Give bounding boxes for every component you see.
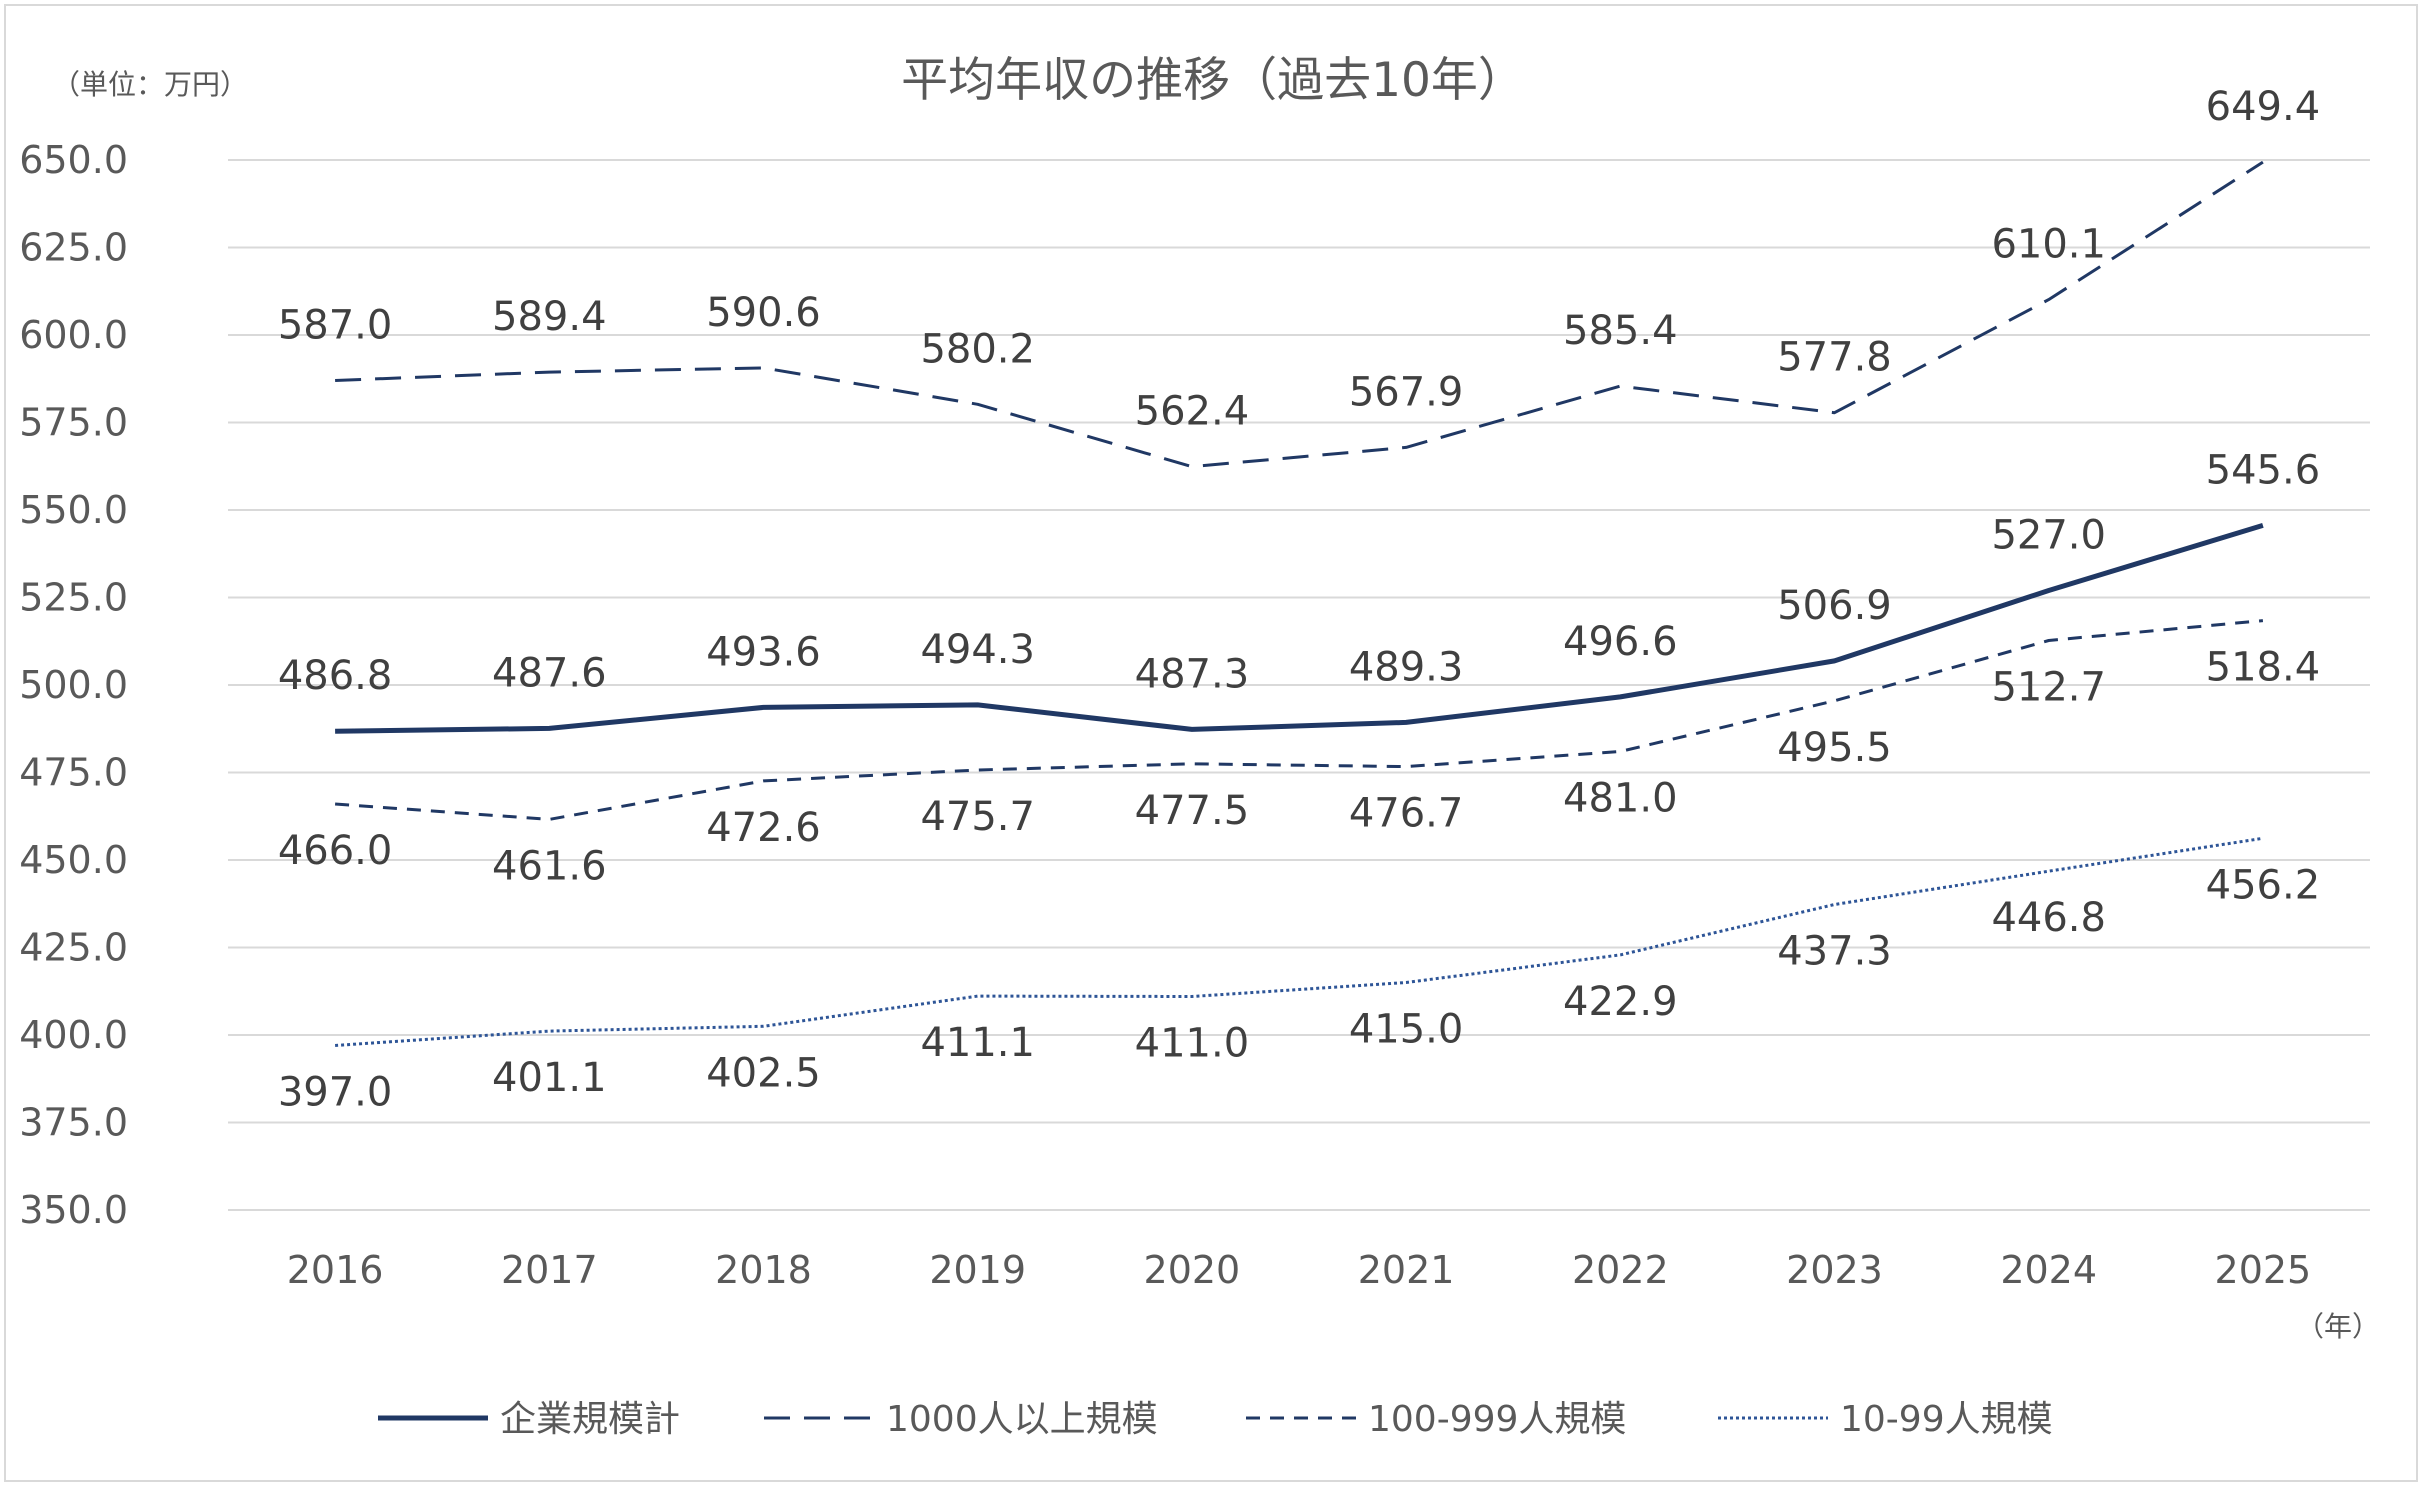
- data-label: 590.6: [706, 290, 821, 336]
- y-tick-label: 375.0: [19, 1101, 128, 1145]
- data-label: 649.4: [2206, 84, 2321, 130]
- legend-label-1: 企業規模計: [500, 1399, 680, 1440]
- y-tick-label: 475.0: [19, 751, 128, 795]
- data-label: 446.8: [1991, 895, 2106, 941]
- series-lines: [334, 160, 2264, 1047]
- x-tick-label: 2021: [1358, 1248, 1455, 1292]
- data-label: 610.1: [1991, 222, 2106, 268]
- y-tick-label: 425.0: [19, 926, 128, 970]
- data-label: 580.2: [920, 326, 1035, 372]
- data-label: 475.7: [920, 794, 1035, 840]
- data-label: 466.0: [278, 828, 393, 874]
- y-tick-label: 350.0: [19, 1188, 128, 1232]
- series-line-1: [335, 523, 2264, 734]
- data-label: 401.1: [492, 1055, 607, 1101]
- x-tick-label: 2017: [501, 1248, 598, 1292]
- data-label: 487.6: [492, 650, 607, 696]
- x-tick-label: 2023: [1786, 1248, 1883, 1292]
- data-label: 486.8: [278, 653, 393, 699]
- data-label: 496.6: [1563, 619, 1678, 665]
- data-label: 397.0: [278, 1070, 393, 1116]
- data-label: 587.0: [278, 303, 393, 349]
- chart-frame: [4, 4, 2418, 1482]
- x-tick-label: 2025: [2215, 1248, 2312, 1292]
- data-label: 477.5: [1135, 788, 1250, 834]
- x-tick-label: 2016: [287, 1248, 384, 1292]
- data-label: 577.8: [1777, 335, 1892, 381]
- chart-title: 平均年収の推移（過去10年）: [901, 53, 1525, 108]
- data-label: 476.7: [1349, 791, 1464, 837]
- legend: 企業規模計 1000人以上規模 100-999人規模 10-99人規模: [378, 1399, 2053, 1440]
- data-label: 481.0: [1563, 776, 1678, 822]
- y-axis-ticks: 350.0 375.0 400.0 425.0 450.0 475.0 500.0 525.0…: [19, 138, 128, 1232]
- legend-label-3: 100-999人規模: [1368, 1399, 1626, 1440]
- data-label: 472.6: [706, 805, 821, 851]
- data-label: 567.9: [1349, 369, 1464, 415]
- data-label: 506.9: [1777, 583, 1892, 629]
- y-tick-label: 650.0: [19, 138, 128, 182]
- data-label: 461.6: [492, 843, 607, 889]
- data-label: 527.0: [1991, 513, 2106, 559]
- series-line-4: [334, 836, 2264, 1047]
- data-label: 545.6: [2206, 447, 2321, 493]
- data-label: 489.3: [1349, 644, 1464, 690]
- y-unit-label: （単位：万円）: [52, 68, 248, 101]
- y-tick-label: 550.0: [19, 488, 128, 532]
- data-label: 422.9: [1563, 979, 1678, 1025]
- gridlines: [228, 159, 2370, 1211]
- data-label: 487.3: [1135, 651, 1250, 697]
- data-label: 456.2: [2206, 862, 2321, 908]
- data-label: 562.4: [1135, 389, 1250, 435]
- series-line-3: [334, 619, 2264, 821]
- data-label: 402.5: [706, 1050, 821, 1096]
- x-unit-label: （年）: [2296, 1310, 2380, 1343]
- data-label: 411.0: [1135, 1021, 1250, 1067]
- x-tick-label: 2022: [1572, 1248, 1669, 1292]
- series-line-2: [335, 160, 2264, 469]
- data-label: 495.5: [1777, 725, 1892, 771]
- data-label: 415.0: [1349, 1007, 1464, 1053]
- y-tick-label: 525.0: [19, 576, 128, 620]
- x-tick-label: 2020: [1144, 1248, 1241, 1292]
- data-label: 493.6: [706, 629, 821, 675]
- legend-label-4: 10-99人規模: [1840, 1399, 2053, 1440]
- data-label: 437.3: [1777, 928, 1892, 974]
- y-tick-label: 450.0: [19, 838, 128, 882]
- x-tick-label: 2024: [2000, 1248, 2097, 1292]
- y-tick-label: 625.0: [19, 226, 128, 270]
- data-label: 585.4: [1563, 308, 1678, 354]
- data-label: 411.1: [920, 1020, 1035, 1066]
- y-tick-label: 500.0: [19, 663, 128, 707]
- data-label: 589.4: [492, 294, 607, 340]
- data-label: 518.4: [2206, 645, 2321, 691]
- x-tick-label: 2019: [929, 1248, 1026, 1292]
- data-labels: 486.8 487.6 493.6 494.3 487.3 489.3 496.6 506.9…: [278, 84, 2320, 1115]
- data-label: 512.7: [1991, 665, 2106, 711]
- x-tick-label: 2018: [715, 1248, 812, 1292]
- x-axis-ticks: 2016 2017 2018 2019 2020 2021 2022 2023 2024 2025: [287, 1248, 2312, 1292]
- y-tick-label: 575.0: [19, 401, 128, 445]
- y-tick-label: 400.0: [19, 1013, 128, 1057]
- legend-label-2: 1000人以上規模: [886, 1399, 1158, 1440]
- y-tick-label: 600.0: [19, 313, 128, 357]
- data-label: 494.3: [920, 627, 1035, 673]
